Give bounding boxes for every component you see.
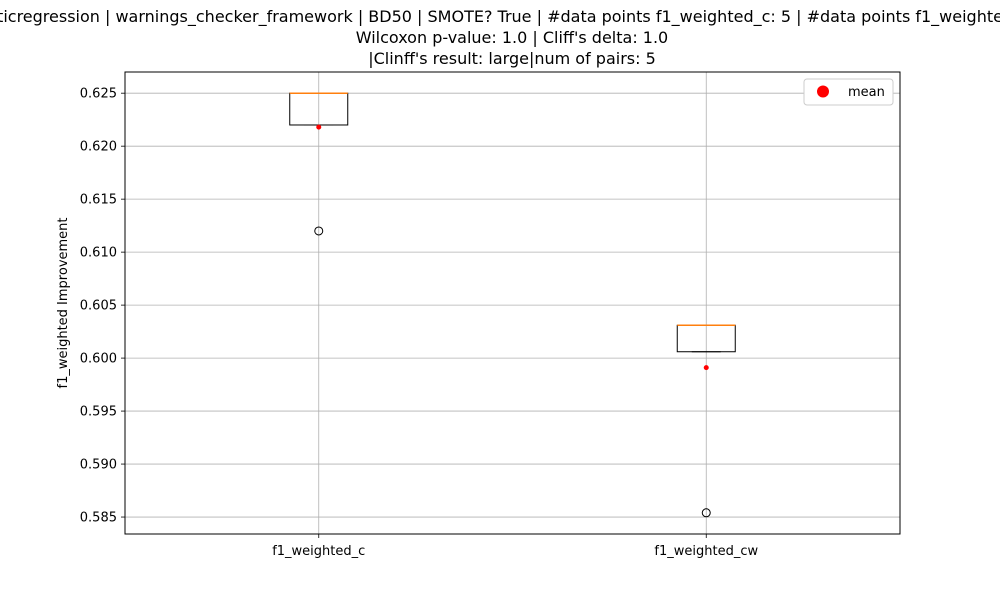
plot-area-frame (124, 71, 901, 535)
y-axis-label: f1_weighted Improvement (56, 217, 71, 388)
y-tick-label: 0.595 (80, 405, 117, 420)
title-line-3: |Clinff's result: large|num of pairs: 5 (368, 49, 656, 68)
title-line-1: ticregression | warnings_checker_framewo… (0, 7, 1000, 27)
box-outlier-point (701, 508, 711, 518)
box-mean-point (316, 124, 322, 130)
y-axis-ticks: 0.585 0.590 0.595 0.600 0.605 0.610 0.615 0.620… (80, 87, 125, 526)
y-tick-label: 0.615 (80, 193, 117, 208)
y-tick-label: 0.625 (80, 87, 117, 102)
box-series (289, 92, 736, 518)
y-tick-label: 0.610 (80, 246, 117, 261)
box-mean-point (703, 365, 709, 371)
x-tick-label: f1_weighted_cw (654, 544, 758, 559)
y-tick-label: 0.620 (80, 140, 117, 155)
x-axis-ticks: f1_weighted_c f1_weighted_cw (272, 534, 758, 559)
y-tick-label: 0.585 (80, 511, 117, 526)
y-tick-label: 0.590 (80, 458, 117, 473)
legend-mean-marker (817, 85, 829, 98)
legend: mean (803, 78, 894, 106)
box-outlier-point (314, 226, 324, 236)
y-tick-label: 0.600 (80, 352, 117, 367)
y-tick-label: 0.605 (80, 299, 117, 314)
legend-mean-label: mean (848, 85, 885, 100)
box-f1_weighted_c (289, 92, 349, 236)
chart-title: ticregression | warnings_checker_framewo… (0, 7, 1000, 68)
x-tick-label: f1_weighted_c (272, 544, 365, 559)
title-line-2: Wilcoxon p-value: 1.0 | Cliff's delta: 1… (356, 28, 668, 47)
legend-frame (803, 78, 894, 106)
grid-lines (125, 72, 900, 534)
box-f1_weighted_cw (676, 324, 736, 518)
